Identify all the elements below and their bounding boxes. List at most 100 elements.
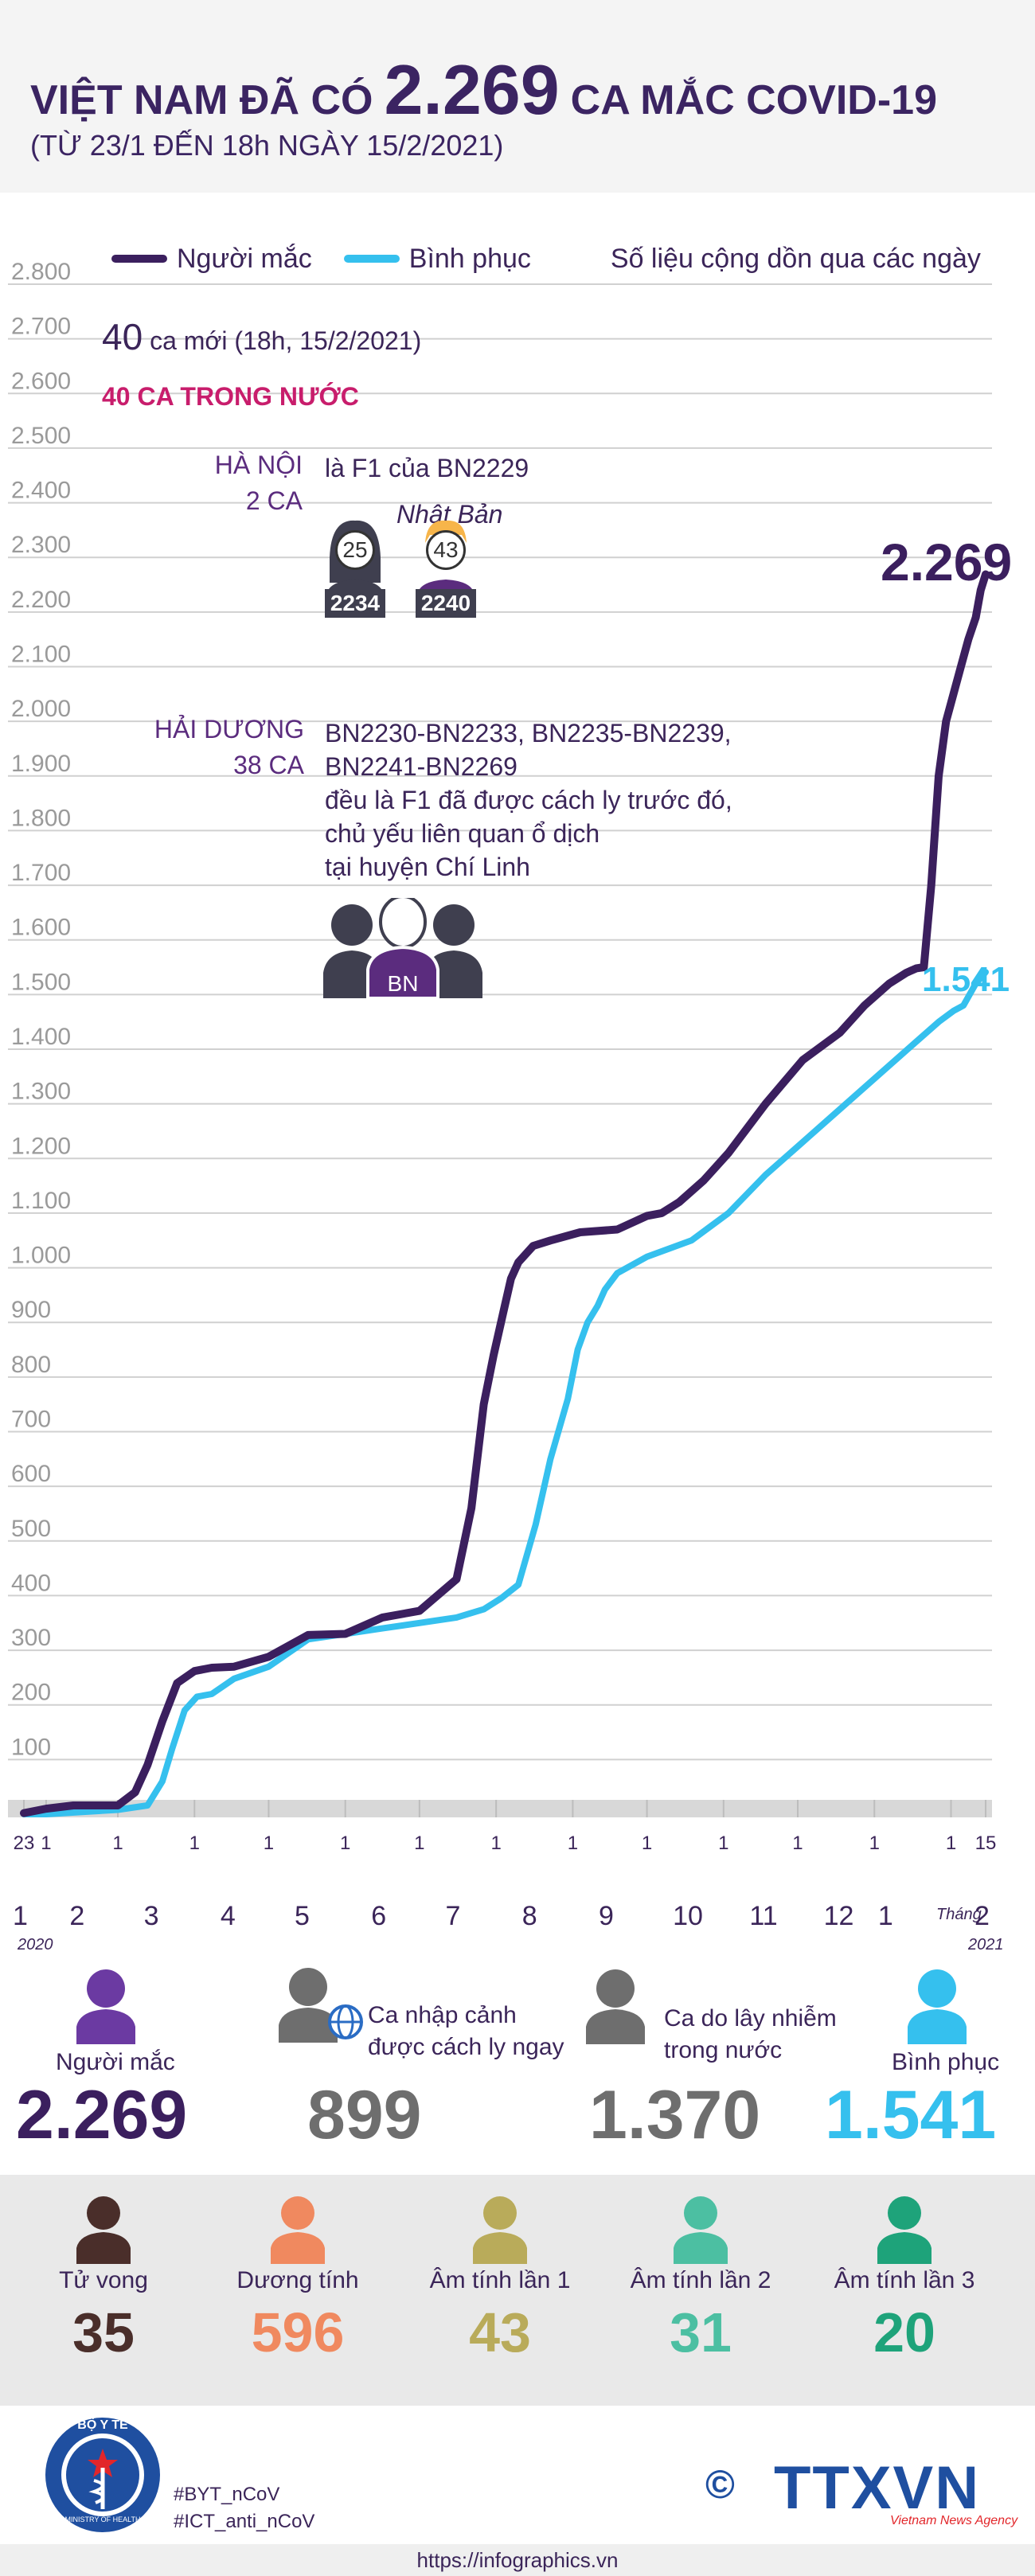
patient1-age: 25 <box>335 530 375 570</box>
y-tick-label: 2.600 <box>11 368 71 394</box>
person-icon-neg2 <box>670 2195 731 2268</box>
y-tick-label: 1.900 <box>11 751 71 777</box>
legend-recovered-label: Bình phục <box>408 243 531 274</box>
hashtag-ict: #ICT_anti_nCoV <box>174 2511 315 2532</box>
person-icon-recovered <box>904 1968 970 2048</box>
haiduong-block: HẢI DƯƠNG 38 CA <box>127 715 304 780</box>
month-axis: 1 2 3 4 5 6 7 8 9 10 11 12 1 2 2020 2021 Tháng <box>0 1901 1035 1957</box>
stat-domestic-label-line1: Ca do lây nhiễm <box>664 2005 837 2032</box>
stat-imported-value: 899 <box>307 2077 422 2153</box>
month-label: 2 <box>974 1901 990 1931</box>
page-subtitle: (TỪ 23/1 ĐẾN 18h NGÀY 15/2/2021) <box>30 129 504 162</box>
stat-domestic-value: 1.370 <box>589 2077 761 2153</box>
y-tick-label: 1.200 <box>11 1133 71 1159</box>
y-tick-label: 1.400 <box>11 1024 71 1050</box>
person-icon-domestic <box>583 1968 648 2048</box>
month-label: 1 <box>877 1901 893 1931</box>
new-cases-note: 40 ca mới (18h, 15/2/2021) <box>102 315 421 358</box>
y-tick-label: 1.600 <box>11 915 71 941</box>
y-tick-label: 400 <box>11 1570 51 1596</box>
y-tick-label: 2.300 <box>11 532 71 558</box>
legend-recovered: Bình phục <box>343 243 531 275</box>
legend-infected-swatch <box>111 255 167 263</box>
person-icon-neg3 <box>874 2195 935 2268</box>
legend-infected-label: Người mắc <box>177 243 312 274</box>
month-label: 2 <box>69 1901 85 1931</box>
y-tick-label: 1.700 <box>11 860 71 886</box>
month-label: 7 <box>445 1901 461 1931</box>
month-label: 4 <box>220 1901 236 1931</box>
x-day-tick-label: 1 <box>718 1832 728 1854</box>
legend-note: Số liệu cộng dồn qua các ngày <box>610 243 981 274</box>
y-tick-label: 900 <box>11 1297 51 1323</box>
page-title: VIỆT NAM ĐÃ CÓ 2.269 CA MẮC COVID-19 <box>30 49 937 131</box>
hanoi-note: là F1 của BN2229 <box>325 454 529 482</box>
x-day-tick-label: 1 <box>642 1832 652 1854</box>
haiduong-line: tại huyện Chí Linh <box>325 853 530 881</box>
hanoi-name: HÀ NỘI <box>214 451 303 479</box>
legend-recovered-swatch <box>343 255 400 263</box>
y-tick-label: 200 <box>11 1680 51 1706</box>
stat-neg2-value: 31 <box>670 2301 732 2363</box>
legend-infected: Người mắc <box>111 244 312 275</box>
person-icon-neg1 <box>470 2195 530 2268</box>
y-tick-label: 600 <box>11 1461 51 1487</box>
hashtag-byt: #BYT_nCoV <box>174 2484 280 2505</box>
stat-neg1-label: Âm tính lần 1 <box>429 2267 571 2293</box>
ministry-top-text: BỘ Y TẾ <box>77 2418 128 2432</box>
haiduong-line: BN2241-BN2269 <box>325 752 518 781</box>
grid-layer <box>8 283 992 1817</box>
header-band <box>0 0 1035 193</box>
stat-deaths-label: Tử vong <box>59 2267 148 2293</box>
x-day-tick-label: 1 <box>414 1832 424 1854</box>
x-day-tick-label: 23 <box>14 1832 35 1854</box>
haiduong-details: BN2230-BN2233, BN2235-BN2239, BN2241-BN2… <box>325 716 732 884</box>
ttxvn-subtitle: Vietnam News Agency <box>890 2514 1018 2527</box>
stat-imported-label: Ca nhập cảnh được cách ly ngay <box>368 2000 564 2063</box>
x-day-tick-label: 1 <box>264 1832 274 1854</box>
month-label: 3 <box>143 1901 159 1931</box>
footer-band <box>0 2544 1035 2576</box>
patient2-age: 43 <box>426 530 466 570</box>
stat-infected-value: 2.269 <box>16 2077 188 2153</box>
person-icon-imported <box>275 1966 363 2047</box>
patient2-id: 2240 <box>416 589 476 618</box>
x-day-tick-label: 1 <box>869 1832 880 1854</box>
stat-domestic-label: Ca do lây nhiễm trong nước <box>664 2003 837 2067</box>
y-tick-label: 2.700 <box>11 314 71 340</box>
stat-recovered-label: Bình phục <box>892 2049 1000 2075</box>
person-icon-positive <box>268 2195 328 2268</box>
y-tick-label: 2.400 <box>11 478 71 504</box>
cumulative-cases-chart: 100 200 300 400 500 600 700 800 900 1.000 1.100 1.2… <box>8 259 996 1854</box>
y-axis-ticks: 100 200 300 400 500 600 700 800 900 1.000 1.100 1.2… <box>11 259 71 1760</box>
stat-recovered-value: 1.541 <box>825 2077 997 2153</box>
month-label: 1 <box>13 1901 28 1931</box>
stat-imported-label-line2: được cách ly ngay <box>368 2034 564 2060</box>
patient-female-icon: 25 2234 <box>323 519 387 618</box>
month-label: 8 <box>521 1901 537 1931</box>
stat-neg3-value: 20 <box>873 2301 935 2363</box>
series-line-recovered <box>21 969 989 1817</box>
stat-neg1-value: 43 <box>469 2301 531 2363</box>
month-label: 5 <box>295 1901 310 1931</box>
title-suffix: CA MẮC COVID-19 <box>570 77 938 123</box>
stat-positive-value: 596 <box>251 2301 345 2363</box>
haiduong-count: 38 CA <box>233 751 304 779</box>
group-badge: BN <box>387 971 419 996</box>
y-tick-label: 1.000 <box>11 1243 71 1269</box>
end-label-recovered: 1.541 <box>922 960 1010 999</box>
stat-positive-label: Dương tính <box>236 2267 359 2293</box>
chart-legend: Người mắc Bình phục Số liệu cộng dồn qua… <box>111 240 981 277</box>
hanoi-block: HÀ NỘI 2 CA <box>191 451 303 516</box>
haiduong-name: HẢI DƯƠNG <box>154 715 304 744</box>
x-day-tick-label: 1 <box>792 1832 803 1854</box>
footer-url[interactable]: https://infographics.vn <box>416 2548 619 2572</box>
month-label: 10 <box>673 1901 703 1931</box>
person-icon-deaths <box>73 2195 134 2268</box>
stat-neg2-label: Âm tính lần 2 <box>630 2267 771 2293</box>
baseline-strip <box>8 1800 992 1817</box>
stat-imported-label-line1: Ca nhập cảnh <box>368 2002 517 2028</box>
stat-infected-label: Người mắc <box>56 2049 175 2075</box>
year-end-label: 2021 <box>968 1936 1004 1953</box>
copyright-icon: © <box>705 2462 735 2507</box>
